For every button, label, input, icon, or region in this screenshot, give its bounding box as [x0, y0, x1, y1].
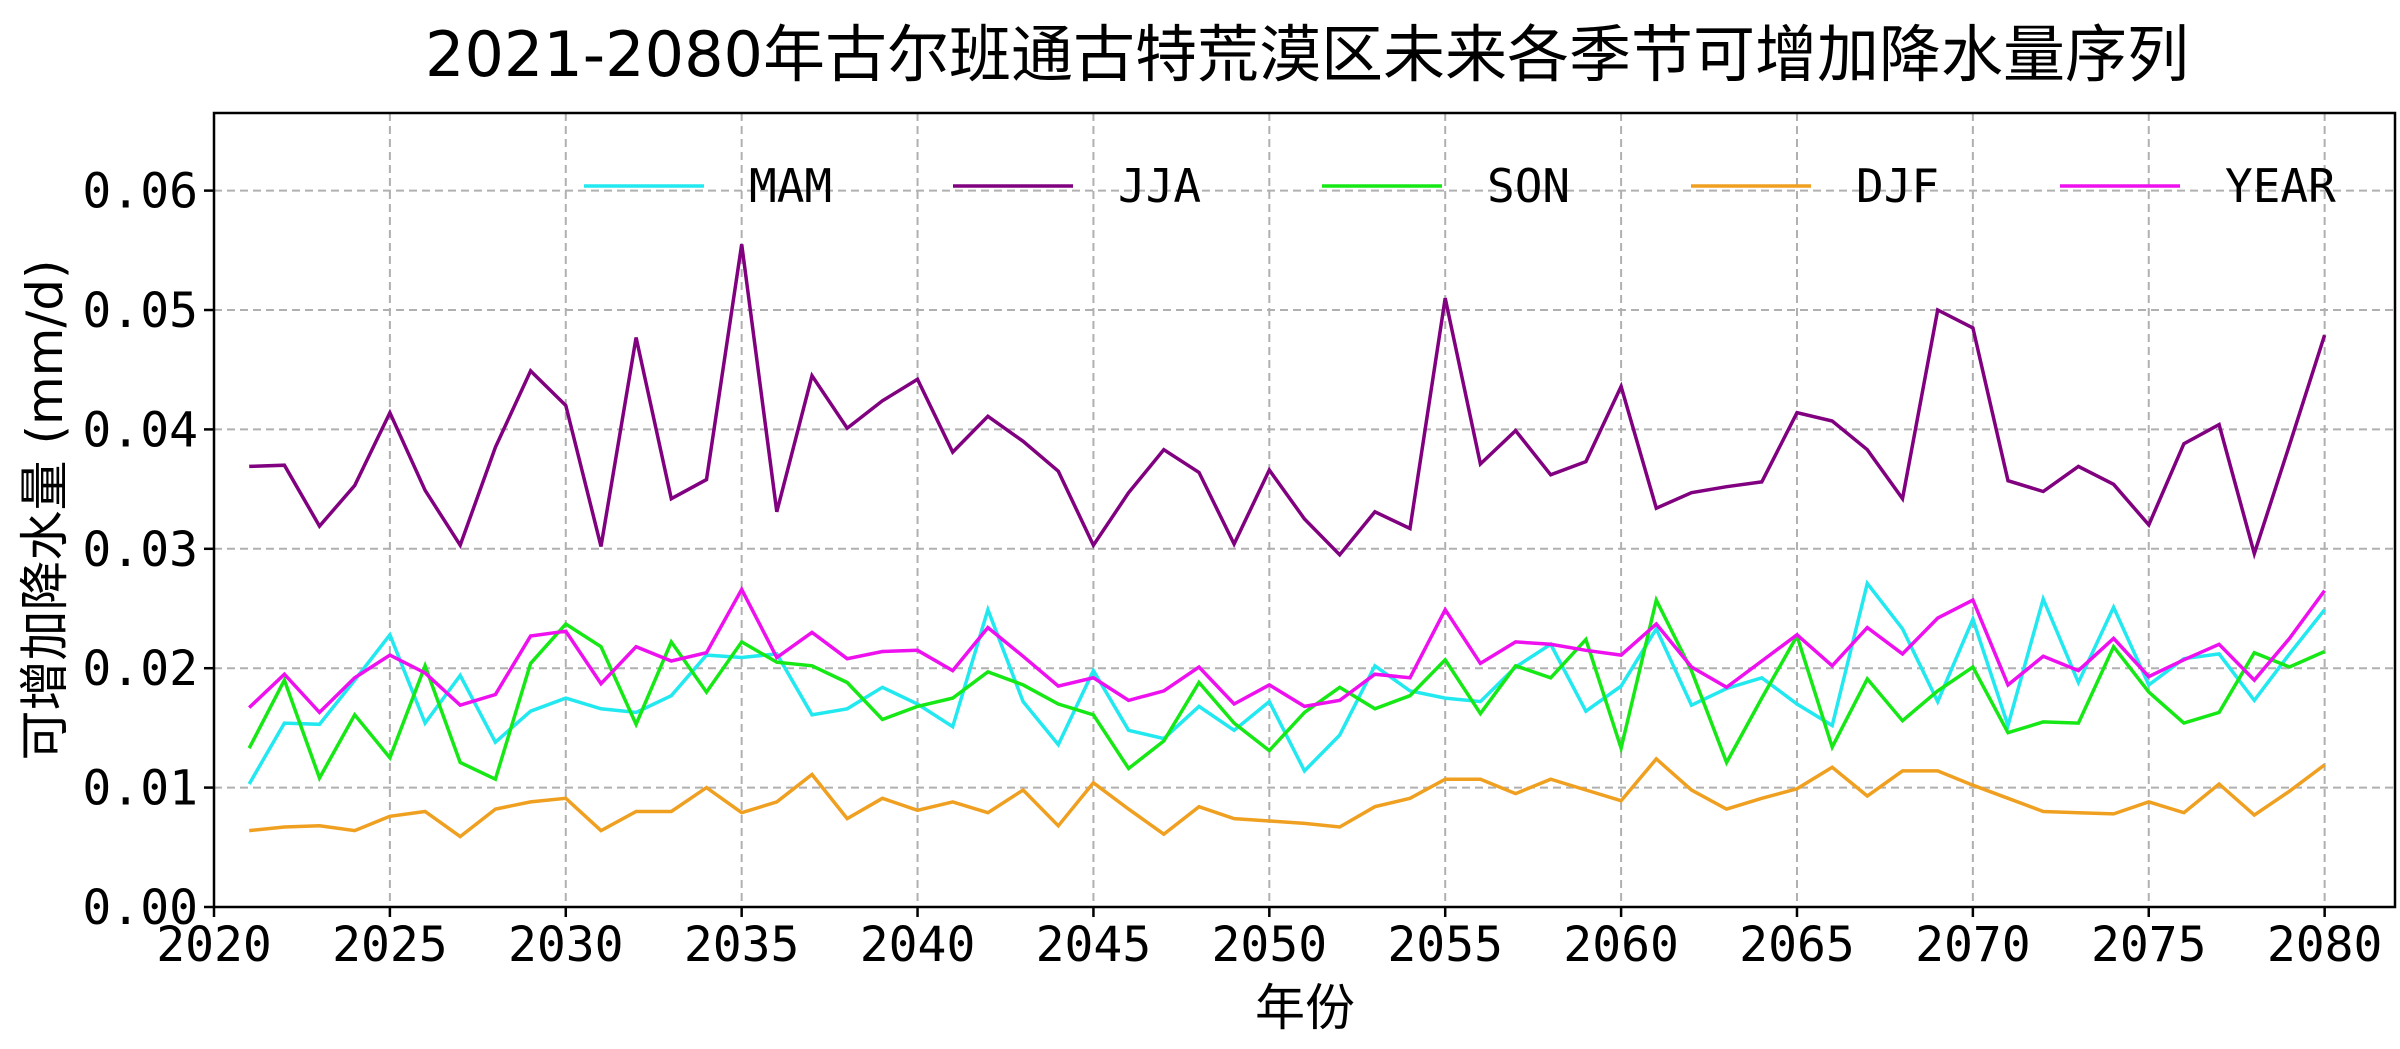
x-tick-label: 2075 [2091, 917, 2207, 973]
y-tick-label: 0.05 [82, 283, 198, 339]
legend-label-djf: DJF [1856, 159, 1939, 213]
x-tick-label: 2030 [508, 917, 624, 973]
y-tick-label: 0.00 [82, 880, 198, 936]
chart-title: 2021-2080年古尔班通古特荒漠区未来各季节可增加降水量序列 [425, 18, 2189, 91]
series-line-son [247, 595, 2326, 783]
legend-label-jja: JJA [1118, 159, 1201, 213]
x-tick-label: 2055 [1387, 917, 1503, 973]
legend: MAM JJA SON DJF YEAR [584, 159, 2336, 213]
y-tick-label: 0.03 [82, 522, 198, 578]
series-lines [247, 244, 2327, 839]
y-tick-label: 0.04 [82, 402, 198, 458]
legend-label-mam: MAM [749, 159, 832, 213]
x-tick-label: 2020 [156, 917, 272, 973]
x-tick-label: 2045 [1036, 917, 1152, 973]
series-line-jja [249, 244, 2327, 560]
x-tick-label: 2050 [1212, 917, 1328, 973]
gridlines [213, 113, 2395, 907]
x-tick-label: 2070 [1915, 917, 2031, 973]
y-tick-label: 0.06 [82, 164, 198, 220]
y-axis-label: 可增加降水量 (mm/d) [16, 260, 74, 761]
series-line-mam [247, 579, 2326, 785]
series-line-year [247, 585, 2327, 715]
x-tick-label: 2060 [1563, 917, 1679, 973]
plot-frame [212, 111, 2397, 909]
x-tick-label: 2035 [684, 917, 800, 973]
x-axis-label: 年份 [1255, 979, 1355, 1037]
y-tick-label: 0.01 [82, 761, 198, 817]
legend-label-son: SON [1487, 159, 1570, 213]
y-tick-label: 0.02 [82, 641, 198, 697]
series-line-djf [249, 756, 2326, 839]
x-tick-label: 2040 [860, 917, 976, 973]
x-tick-label: 2025 [332, 917, 448, 973]
x-tick-label: 2065 [1739, 917, 1855, 973]
legend-label-year: YEAR [2225, 159, 2336, 213]
x-tick-label: 2080 [2267, 917, 2383, 973]
axis-ticks: 2020 2025 2030 2035 2040 2045 2050 2055 2060 2065… [82, 164, 2382, 973]
